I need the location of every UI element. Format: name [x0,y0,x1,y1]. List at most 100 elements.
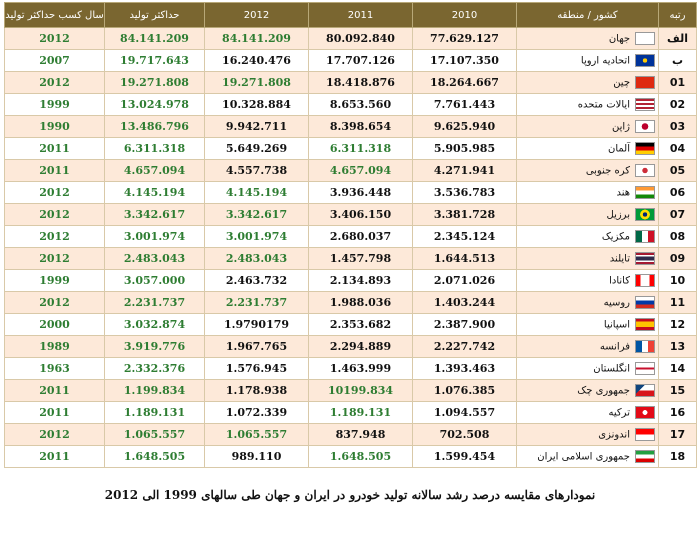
region-cell: اندونزی [516,423,659,446]
flag-icon [635,252,655,265]
value-cell: 2012 [4,71,105,94]
value-cell: 1.393.463 [412,357,517,380]
flag-icon [635,340,655,353]
value-cell: 1.189.131 [308,401,413,424]
value-cell: 84.141.209 [204,27,309,50]
column-header: 2012 [204,2,309,28]
table-row: 06 هند 3.536.783 3.936.448 4.145.194 4.145.19… [4,181,697,204]
value-cell: 8.398.654 [308,115,413,138]
value-cell: 2.345.124 [412,225,517,248]
region-cell: مکزیک [516,225,659,248]
table-row: الف جهان 77.629.127 80.092.840 84.141.209 84.… [4,27,697,50]
value-cell: 1.094.557 [412,401,517,424]
rank-cell: 06 [658,181,697,204]
value-cell: 3.001.974 [104,225,205,248]
region-name: اسپانیا [603,319,630,331]
value-cell: 10.328.884 [204,93,309,116]
value-cell: 17.707.126 [308,49,413,72]
value-cell: 9.942.711 [204,115,309,138]
region-name: انگلستان [593,363,630,375]
value-cell: 19.271.808 [204,71,309,94]
flag-icon [635,362,655,375]
value-cell: 1963 [4,357,105,380]
value-cell: 2007 [4,49,105,72]
value-cell: 2000 [4,313,105,336]
region-cell: فرانسه [516,335,659,358]
region-name: کره جنوبی [585,165,630,177]
table-row: 11 روسیه 1.403.244 1.988.036 2.231.737 2.231.… [4,291,697,314]
region-name: روسیه [603,297,630,309]
value-cell: 3.381.728 [412,203,517,226]
value-cell: 4.657.094 [104,159,205,182]
value-cell: 1.065.557 [204,423,309,446]
flag-icon [635,450,655,463]
column-header: 2010 [412,2,517,28]
value-cell: 1989 [4,335,105,358]
value-cell: 2011 [4,137,105,160]
table-row: 03 ژاپن 9.625.940 8.398.654 9.942.711 13.486.… [4,115,697,138]
value-cell: 13.024.978 [104,93,205,116]
value-cell: 1.178.938 [204,379,309,402]
table-row: 13 فرانسه 2.227.742 2.294.889 1.967.765 3.919… [4,335,697,358]
value-cell: 2.483.043 [104,247,205,270]
value-cell: 1.403.244 [412,291,517,314]
flag-icon [635,208,655,221]
region-name: کانادا [609,275,630,287]
region-name: هند [616,187,630,199]
value-cell: 989.110 [204,445,309,468]
value-cell: 3.032.874 [104,313,205,336]
value-cell: 1.988.036 [308,291,413,314]
table-body: الف جهان 77.629.127 80.092.840 84.141.209 84.… [4,27,697,468]
rank-cell: 04 [658,137,697,160]
region-cell: اتحادیه اروپا [516,49,659,72]
value-cell: 1999 [4,93,105,116]
value-cell: 18.264.667 [412,71,517,94]
region-name: ژاپن [611,121,630,133]
value-cell: 2.463.732 [204,269,309,292]
value-cell: 2.134.893 [308,269,413,292]
value-cell: 5.905.985 [412,137,517,160]
rank-cell: 12 [658,313,697,336]
value-cell: 19.717.643 [104,49,205,72]
flag-icon [635,120,655,133]
rank-cell: 18 [658,445,697,468]
value-cell: 84.141.209 [104,27,205,50]
rank-cell: 09 [658,247,697,270]
table-row: 16 ترکیه 1.094.557 1.189.131 1.072.339 1.189.… [4,401,697,424]
value-cell: 1.065.557 [104,423,205,446]
value-cell: 2.680.037 [308,225,413,248]
region-cell: انگلستان [516,357,659,380]
value-cell: 1990 [4,115,105,138]
table-row: 05 کره جنوبی 4.271.941 4.657.094 4.557.738 4.… [4,159,697,182]
value-cell: 8.653.560 [308,93,413,116]
value-cell: 1.189.131 [104,401,205,424]
value-cell: 1.463.999 [308,357,413,380]
flag-icon [635,274,655,287]
table-row: 09 تایلند 1.644.513 1.457.798 2.483.043 2.483… [4,247,697,270]
rank-cell: 10 [658,269,697,292]
region-cell: چین [516,71,659,94]
header-row: رتبه کشور / منطقه 2010 2011 2012 حداکثر تولید… [4,2,697,28]
region-cell: تایلند [516,247,659,270]
value-cell: 3.342.617 [204,203,309,226]
value-cell: 4.145.194 [104,181,205,204]
flag-icon [635,384,655,397]
value-cell: 18.418.876 [308,71,413,94]
value-cell: 3.536.783 [412,181,517,204]
rank-cell: 08 [658,225,697,248]
table-row: 14 انگلستان 1.393.463 1.463.999 1.576.945 2.3… [4,357,697,380]
value-cell: 3.342.617 [104,203,205,226]
value-cell: 77.629.127 [412,27,517,50]
table-row: 18 جمهوری اسلامی ایران 1.599.454 1.648.505 9… [4,445,697,468]
region-cell: جهان [516,27,659,50]
region-cell: روسیه [516,291,659,314]
flag-icon [635,76,655,89]
column-header: حداکثر تولید [104,2,205,28]
value-cell: 3.936.448 [308,181,413,204]
value-cell: 2012 [4,181,105,204]
rank-cell: 16 [658,401,697,424]
value-cell: 3.919.776 [104,335,205,358]
table-row: 15 جمهوری چک 1.076.385 10199.834 1.178.938 1.… [4,379,697,402]
value-cell: 2012 [4,247,105,270]
value-cell: 2.227.742 [412,335,517,358]
